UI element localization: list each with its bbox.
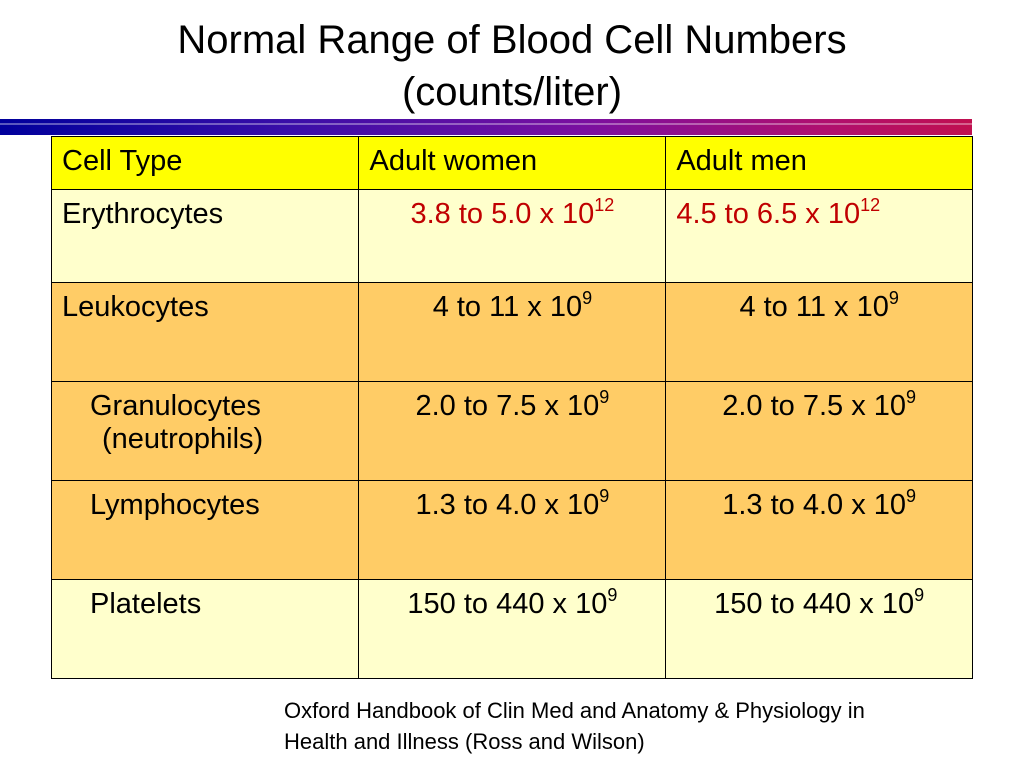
table-row: Granulocytes (neutrophils) 2.0 to 7.5 x 1… (50, 381, 973, 481)
table-row: Platelets 150 to 440 x 109 150 to 440 x … (50, 579, 973, 679)
women-value-cell: 2.0 to 7.5 x 109 (358, 381, 667, 481)
women-value-cell: 3.8 to 5.0 x 1012 (358, 189, 667, 283)
women-exponent: 9 (599, 387, 610, 407)
women-value: 1.3 to 4.0 x 109 (359, 481, 665, 522)
source-citation: Oxford Handbook of Clin Med and Anatomy … (284, 695, 984, 757)
men-exponent: 9 (914, 585, 925, 605)
women-value: 4 to 11 x 109 (359, 283, 665, 324)
cell-type-cell: Granulocytes (neutrophils) (50, 381, 360, 481)
citation-line-2: Health and Illness (Ross and Wilson) (284, 729, 645, 754)
cell-type-label: Leukocytes (62, 291, 209, 323)
men-value-cell: 150 to 440 x 109 (665, 579, 973, 679)
page-title: Normal Range of Blood Cell Numbers (coun… (0, 14, 1024, 118)
cell-type-cell: Leukocytes (50, 282, 360, 382)
men-value: 1.3 to 4.0 x 109 (666, 481, 972, 522)
women-exponent: 12 (594, 195, 615, 215)
men-range: 1.3 to 4.0 x 10 (722, 489, 907, 521)
men-value-cell: 1.3 to 4.0 x 109 (665, 480, 973, 580)
blood-cell-table: Cell Type Adult women Adult men Erythroc… (50, 136, 973, 679)
men-range: 150 to 440 x 10 (714, 588, 915, 620)
men-value: 150 to 440 x 109 (666, 580, 972, 621)
women-exponent: 9 (607, 585, 618, 605)
women-value: 3.8 to 5.0 x 1012 (359, 190, 665, 231)
cell-type-subname: (neutrophils) (102, 423, 264, 455)
men-value-cell: 4 to 11 x 109 (665, 282, 973, 382)
women-range: 3.8 to 5.0 x 10 (410, 198, 595, 230)
title-line-1: Normal Range of Blood Cell Numbers (177, 18, 847, 62)
women-range: 4 to 11 x 10 (432, 291, 583, 323)
men-range: 4.5 to 6.5 x 10 (676, 198, 861, 230)
header-cell: Adult men (665, 136, 973, 190)
women-range: 1.3 to 4.0 x 10 (415, 489, 600, 521)
women-range: 2.0 to 7.5 x 10 (415, 390, 600, 422)
title-divider-bar (0, 119, 972, 135)
men-value: 4 to 11 x 109 (666, 283, 972, 324)
cell-type-cell: Platelets (50, 579, 360, 679)
cell-type-label: Erythrocytes (62, 198, 224, 230)
title-line-2: (counts/liter) (401, 70, 623, 114)
table-header-row: Cell Type Adult women Adult men (50, 136, 973, 190)
men-range: 4 to 11 x 10 (739, 291, 889, 323)
cell-type-label: Lymphocytes (90, 489, 260, 521)
citation-line-1: Oxford Handbook of Clin Med and Anatomy … (284, 698, 865, 723)
header-cell: Adult women (358, 136, 667, 190)
men-value: 4.5 to 6.5 x 1012 (666, 190, 972, 231)
cell-type-cell: Erythrocytes (50, 189, 360, 283)
women-value-cell: 1.3 to 4.0 x 109 (358, 480, 667, 580)
cell-type-name: Granulocytes (90, 390, 261, 422)
women-value: 2.0 to 7.5 x 109 (359, 382, 665, 423)
women-exponent: 9 (582, 288, 593, 308)
cell-type-label: Granulocytes (neutrophils) (52, 382, 358, 456)
men-exponent: 12 (860, 195, 881, 215)
men-range: 2.0 to 7.5 x 10 (722, 390, 907, 422)
women-range: 150 to 440 x 10 (407, 588, 608, 620)
header-cell: Cell Type (50, 136, 360, 190)
men-exponent: 9 (906, 486, 917, 506)
men-exponent: 9 (906, 387, 917, 407)
cell-type-cell: Lymphocytes (50, 480, 360, 580)
header-adult-men: Adult men (676, 145, 807, 177)
table-row: Leukocytes 4 to 11 x 109 4 to 11 x 109 (50, 282, 973, 382)
table-row: Lymphocytes 1.3 to 4.0 x 109 1.3 to 4.0 … (50, 480, 973, 580)
women-value-cell: 4 to 11 x 109 (358, 282, 667, 382)
men-value-cell: 2.0 to 7.5 x 109 (665, 381, 973, 481)
header-adult-women: Adult women (369, 145, 538, 177)
women-exponent: 9 (599, 486, 610, 506)
table-row: Erythrocytes 3.8 to 5.0 x 1012 4.5 to 6.… (50, 189, 973, 283)
men-value: 2.0 to 7.5 x 109 (666, 382, 972, 423)
men-value-cell: 4.5 to 6.5 x 1012 (665, 189, 973, 283)
cell-type-label: Platelets (90, 588, 202, 620)
women-value: 150 to 440 x 109 (359, 580, 665, 621)
header-cell-type: Cell Type (62, 145, 183, 177)
men-exponent: 9 (888, 288, 899, 308)
women-value-cell: 150 to 440 x 109 (358, 579, 667, 679)
